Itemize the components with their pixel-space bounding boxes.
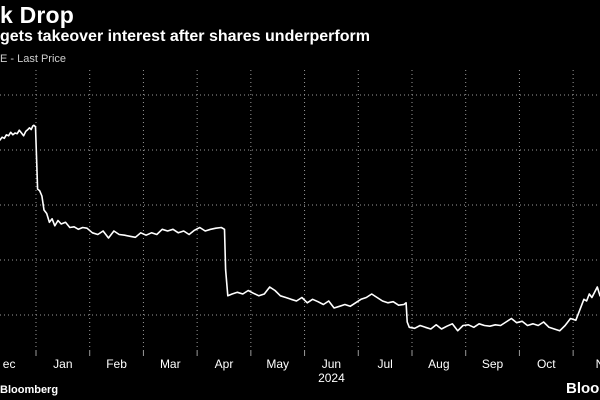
x-tick-label: May <box>266 357 289 371</box>
x-tick-label: Feb <box>106 357 127 371</box>
grid <box>0 70 600 350</box>
source-note: Bloomberg <box>0 384 59 396</box>
year-label: 2024 <box>318 371 345 385</box>
x-tick-label: Apr <box>215 357 234 371</box>
x-tick-label: Aug <box>428 357 449 371</box>
chart-subtitle: gets takeover interest after shares unde… <box>0 28 370 45</box>
x-tick-label: Jun <box>322 357 341 371</box>
chart-title: k Drop <box>0 2 75 28</box>
x-axis: ec Jan Feb Mar Apr May Jun Jul Aug Sep Oct N 2024 <box>3 350 600 385</box>
legend-label: E - Last Price <box>0 53 67 65</box>
price-line <box>0 124 600 332</box>
x-tick-label: Oct <box>537 357 556 371</box>
x-tick-label: Jul <box>377 357 392 371</box>
x-tick-label: Sep <box>482 357 504 371</box>
x-tick-label: ec <box>3 357 16 371</box>
x-tick-label: Jan <box>53 357 72 371</box>
bloomberg-logo: Bloom <box>566 380 600 397</box>
x-tick-label: N <box>596 357 600 371</box>
series-layer <box>0 124 600 332</box>
x-tick-label: Mar <box>160 357 181 371</box>
